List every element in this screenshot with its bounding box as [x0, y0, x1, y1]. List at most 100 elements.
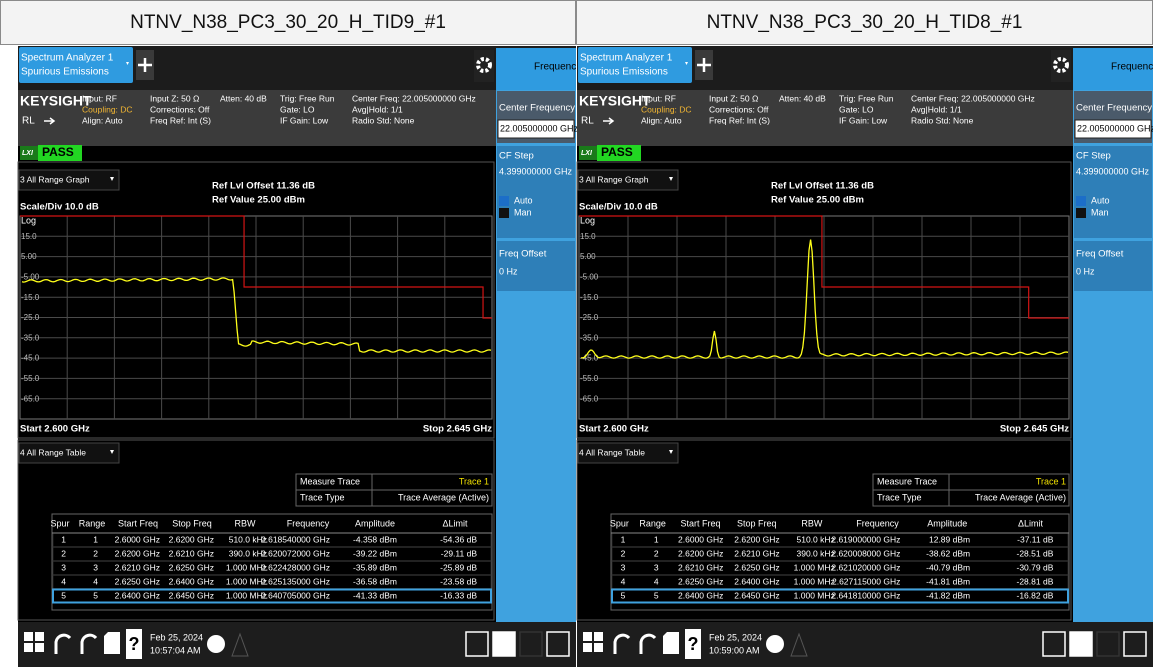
softkey[interactable]	[497, 146, 575, 238]
softkey-label: Freq Offset	[1076, 249, 1124, 260]
redo-icon[interactable]	[639, 633, 657, 654]
lxi-badge	[579, 146, 597, 160]
table-cell: 1	[654, 534, 659, 544]
chat-icon[interactable]	[207, 635, 225, 653]
measure-label: Measure Trace	[300, 476, 360, 486]
trace	[581, 239, 1069, 359]
y-tick-label: -45.0	[21, 354, 40, 363]
lxi-label: LXI	[22, 150, 34, 157]
settings-button[interactable]	[474, 50, 494, 82]
table-cell: 1	[93, 534, 98, 544]
limit-line	[579, 215, 1069, 319]
info-bar	[577, 90, 1073, 146]
table-cell: 3	[61, 562, 66, 572]
measure-value: Trace 1	[459, 476, 489, 486]
alert-icon[interactable]	[231, 632, 249, 657]
selected-row[interactable]	[52, 588, 492, 604]
table-cell: 2.618540000 GHz	[261, 534, 330, 544]
man-indicator	[499, 208, 509, 218]
table-dropdown[interactable]	[577, 442, 679, 464]
taskbar-button[interactable]	[1042, 631, 1066, 657]
table-cell: 2.622428000 GHz	[261, 562, 330, 572]
taskbar-button[interactable]	[1069, 631, 1093, 657]
windows-icon[interactable]	[583, 632, 603, 652]
info-text: Gate: LO	[839, 104, 874, 114]
menu-tab[interactable]	[1073, 48, 1153, 90]
start-label: Start 2.600 GHz	[579, 424, 649, 435]
analyzer-tab[interactable]	[578, 47, 692, 83]
taskbar-button[interactable]	[519, 631, 543, 657]
softkey-label: CF Step	[499, 151, 534, 162]
dropdown-arrow	[110, 177, 114, 181]
table-cell: 2.6450 GHz	[734, 590, 779, 600]
auto-indicator	[1076, 196, 1086, 206]
table-header: Spur	[610, 518, 629, 528]
table-cell: 4	[93, 576, 98, 586]
softkey-option: Auto	[514, 195, 533, 205]
info-text: Input Z: 50 Ω	[150, 93, 199, 103]
graph-dropdown[interactable]	[577, 169, 679, 191]
info-text: Align: Auto	[641, 115, 682, 125]
softkey-label: CF Step	[1076, 151, 1111, 162]
chat-icon[interactable]	[766, 635, 784, 653]
taskbar-button[interactable]	[1123, 631, 1147, 657]
table-header: Stop Freq	[737, 518, 777, 528]
measure-label: Measure Trace	[877, 476, 937, 486]
softkey[interactable]	[497, 241, 575, 291]
table-cell: 2.620008000 GHz	[831, 548, 900, 558]
ref-offset: Ref Lvl Offset 11.36 dB	[771, 181, 874, 192]
table-dropdown[interactable]	[18, 442, 120, 464]
value-box	[1074, 119, 1152, 139]
table-header: ΔLimit	[442, 518, 468, 528]
table-cell: 5	[621, 590, 626, 600]
ref-offset: Ref Lvl Offset 11.36 dB	[212, 181, 315, 192]
graph-dropdown[interactable]	[18, 169, 120, 191]
taskbar-button[interactable]	[492, 631, 516, 657]
softkey-option: Man	[514, 207, 532, 217]
table-cell: -41.82 dBm	[926, 590, 970, 600]
softkey[interactable]	[1074, 241, 1152, 291]
brand: KEYSIGHT	[579, 93, 651, 109]
rl-label: RL	[581, 116, 594, 127]
table-row[interactable]	[611, 547, 1069, 561]
table-frame	[51, 513, 493, 611]
settings-button[interactable]	[1051, 50, 1071, 82]
softkey[interactable]	[1074, 146, 1152, 238]
menu-tab[interactable]	[496, 48, 576, 90]
plus-icon	[697, 58, 711, 72]
window-label: 3 All Range Graph	[20, 174, 90, 184]
input-icon	[44, 117, 56, 125]
help-button[interactable]	[126, 629, 142, 659]
info-text: Center Freq: 22.005000000 GHz	[352, 93, 476, 103]
log-label: Log	[580, 215, 595, 225]
table-row[interactable]	[52, 561, 492, 575]
type-value: Trace Average (Active)	[975, 492, 1066, 502]
gear-icon	[476, 57, 492, 73]
windows-icon[interactable]	[24, 632, 44, 652]
redo-icon[interactable]	[80, 633, 98, 654]
table-header: RBW	[801, 518, 823, 528]
taskbar-button[interactable]	[546, 631, 570, 657]
table-row[interactable]	[52, 547, 492, 561]
table-cell: -25.89 dB	[440, 562, 477, 572]
undo-icon[interactable]	[54, 633, 72, 654]
softkey-option: Man	[1091, 207, 1109, 217]
help-button[interactable]	[685, 629, 701, 659]
table-row[interactable]	[611, 533, 1069, 547]
table-cell: 2.6210 GHz	[734, 548, 779, 558]
taskbar-button[interactable]	[1096, 631, 1120, 657]
taskbar-button[interactable]	[465, 631, 489, 657]
analyzer-tab[interactable]	[19, 47, 133, 83]
info-text: Atten: 40 dB	[220, 93, 267, 103]
file-icon[interactable]	[104, 632, 120, 654]
table-row[interactable]	[52, 533, 492, 547]
info-text: Input Z: 50 Ω	[709, 93, 758, 103]
man-indicator	[1076, 208, 1086, 218]
selected-row[interactable]	[611, 588, 1069, 604]
alert-icon[interactable]	[790, 632, 808, 657]
table-cell: -30.79 dB	[1017, 562, 1054, 572]
table-cell: 2.6400 GHz	[115, 590, 160, 600]
table-row[interactable]	[611, 561, 1069, 575]
file-icon[interactable]	[663, 632, 679, 654]
undo-icon[interactable]	[613, 633, 631, 654]
